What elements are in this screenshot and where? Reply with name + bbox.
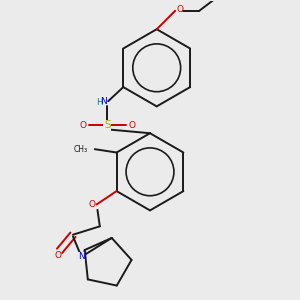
Text: O: O [128, 121, 135, 130]
Text: O: O [89, 200, 96, 209]
Text: O: O [176, 4, 183, 14]
Text: H: H [96, 98, 102, 107]
Text: O: O [79, 121, 86, 130]
Text: N: N [78, 252, 85, 261]
Text: S: S [104, 120, 110, 130]
Text: O: O [54, 251, 61, 260]
Text: CH₃: CH₃ [73, 145, 87, 154]
Text: N: N [100, 97, 107, 106]
